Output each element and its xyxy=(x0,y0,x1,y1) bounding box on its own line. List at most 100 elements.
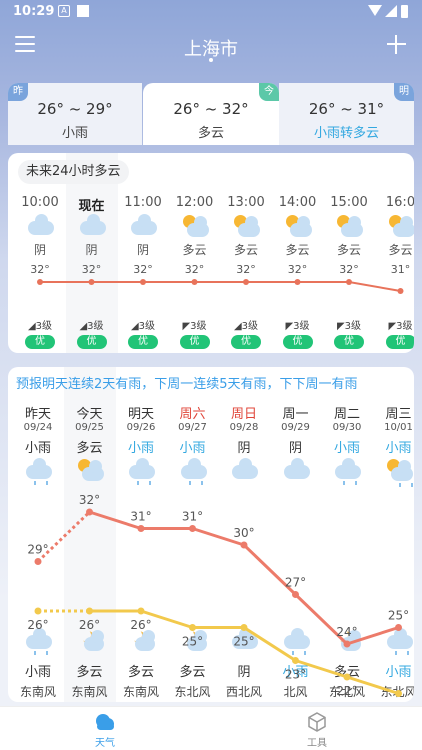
low-temp-label: 26° xyxy=(79,618,100,632)
notification-a-icon: A xyxy=(58,5,70,17)
day-wind: 东北风 xyxy=(174,685,211,699)
aqi-badge: 优 xyxy=(385,335,414,349)
high-temp-segment xyxy=(192,527,245,547)
day-name: 周日 xyxy=(230,407,257,422)
hour-column: 12:00 多云 32° ◤3级优 xyxy=(169,153,221,353)
high-temp-segment xyxy=(346,626,399,646)
day-name: 周二 xyxy=(333,407,360,422)
hour-condition: 阴 xyxy=(136,243,149,257)
moon-cloud-icon xyxy=(129,629,155,651)
low-temp-point xyxy=(395,690,402,697)
low-temp-label: 26° xyxy=(27,618,48,632)
yesterday-range: 26° ~ 29° xyxy=(37,100,113,118)
hourly-temp-point xyxy=(37,279,43,285)
high-temp-label: 25° xyxy=(388,609,409,623)
day-condition: 阴 xyxy=(237,441,251,456)
aqi-badge: 优 xyxy=(334,335,364,349)
high-temp-label: 24° xyxy=(336,625,357,639)
day-date: 09/27 xyxy=(178,422,207,433)
hour-temp: 31° xyxy=(390,263,411,276)
day-name: 昨天 xyxy=(24,407,51,422)
low-temp-point xyxy=(240,624,248,631)
hour-time: 现在 xyxy=(78,199,105,214)
low-temp-label: 25° xyxy=(233,635,254,649)
hourly-temp-chart xyxy=(37,279,404,294)
city-title[interactable]: 上海市 xyxy=(184,39,238,60)
hour-condition: 阴 xyxy=(85,243,98,257)
signal-icon xyxy=(385,5,397,17)
hour-condition: 多云 xyxy=(285,243,310,257)
day-condition: 阴 xyxy=(288,441,302,456)
rain-icon xyxy=(386,628,413,655)
high-temp-label: 31° xyxy=(182,510,203,524)
nav-weather[interactable]: 天气 xyxy=(55,707,155,750)
hour-wind: ◤3级 xyxy=(285,321,310,332)
cloud-icon xyxy=(232,628,258,651)
night-condition: 小雨 xyxy=(282,665,309,680)
partly-cloudy-icon xyxy=(285,215,312,237)
nav-tools[interactable]: 工具 xyxy=(267,707,367,750)
hour-column: 13:00 多云 32° ◢3级优 xyxy=(220,153,272,353)
daily-forecast-card[interactable]: 昨天 09/24 小雨 小雨 东南风 今天 09/25 多云 多云 东南风 明天 09/26 小雨 多云东… xyxy=(8,367,414,702)
hourly-forecast-card[interactable]: 10:00 阴 32° ◢3级优现在阴 32° ◢3级优 11:00 阴 32° ◢3级优 12:0… xyxy=(8,153,414,353)
day-date: 09/24 xyxy=(23,422,53,433)
yesterday-badge: 昨 xyxy=(8,83,28,101)
partly-cloudy-rain-icon xyxy=(386,459,413,487)
day-wind: 北风 xyxy=(283,685,308,699)
hour-temp: 32° xyxy=(30,263,50,276)
low-temp-label: 26° xyxy=(130,618,151,632)
hour-time: 11:00 xyxy=(124,195,162,210)
tools-nav-icon xyxy=(308,712,326,732)
day-name: 周三 xyxy=(385,407,412,422)
high-temp-point xyxy=(137,525,145,532)
hourly-temp-line xyxy=(40,281,401,292)
tomorrow-condition: 小雨转多云 xyxy=(313,126,379,141)
day-wind: 东南风 xyxy=(19,685,56,699)
day-date: 09/30 xyxy=(332,422,362,433)
rain-icon xyxy=(26,628,52,655)
notification-square-icon xyxy=(77,5,89,17)
hourly-temp-point xyxy=(140,279,146,285)
hourly-title: 未来24小时多云 xyxy=(18,160,129,184)
low-temp-label: 22° xyxy=(336,684,357,698)
high-temp-label: 31° xyxy=(130,510,151,524)
high-temp-point xyxy=(240,541,248,549)
partly-cloudy-icon xyxy=(337,215,363,237)
hour-wind: ◢3级 xyxy=(27,321,53,332)
tab-today[interactable]: 今 26° ~ 32° 多云 xyxy=(143,83,279,145)
day-condition: 小雨 xyxy=(24,441,51,456)
day-date: 10/01 xyxy=(384,422,413,433)
night-condition: 小雨 xyxy=(385,665,412,680)
hour-time: 14:00 xyxy=(278,195,317,210)
high-temp-label: 29° xyxy=(27,543,48,557)
daily-temp-chart: 29° 32° 31° 31° 30° 27° 24° 25° 26° 26° 26° 25° 25° 2… xyxy=(27,493,409,702)
day-date: 09/29 xyxy=(281,422,310,433)
day-column: 周二 09/30 小雨 多云 东北风 xyxy=(321,367,373,702)
tab-tomorrow[interactable]: 明 26° ~ 31° 小雨转多云 xyxy=(279,83,414,145)
page-indicator-dot xyxy=(209,58,213,62)
low-temp-segment xyxy=(140,609,193,629)
day-column: 今天 09/25 多云 多云 东南风 xyxy=(63,367,116,702)
day-wind: 东南风 xyxy=(122,685,159,699)
low-temp-point xyxy=(137,607,145,615)
high-temp-segment xyxy=(89,510,142,530)
hour-column: 15:00 多云 32° ◤3级优 xyxy=(323,153,375,353)
cloud-icon xyxy=(283,458,310,481)
low-temp-segment xyxy=(243,626,297,662)
tab-yesterday[interactable]: 昨 26° ~ 29° 小雨 xyxy=(8,83,142,145)
low-temp-point xyxy=(343,673,351,681)
hour-wind: ◢3级 xyxy=(130,321,156,332)
day-wind: 东北风 xyxy=(328,685,365,699)
today-badge: 今 xyxy=(259,83,279,101)
hour-time: 12:00 xyxy=(175,195,214,210)
add-city-icon[interactable] xyxy=(387,35,406,54)
hour-condition: 多云 xyxy=(388,243,413,257)
day-column: 周一 09/29 阴小雨 北风 xyxy=(270,367,322,702)
hourly-temp-point xyxy=(88,279,95,285)
wifi-icon xyxy=(368,5,382,16)
rain-icon xyxy=(283,628,310,655)
menu-icon[interactable] xyxy=(15,36,35,54)
day-condition: 多云 xyxy=(76,441,103,456)
hour-temp: 32° xyxy=(339,263,359,276)
tomorrow-range: 26° ~ 31° xyxy=(308,100,385,118)
